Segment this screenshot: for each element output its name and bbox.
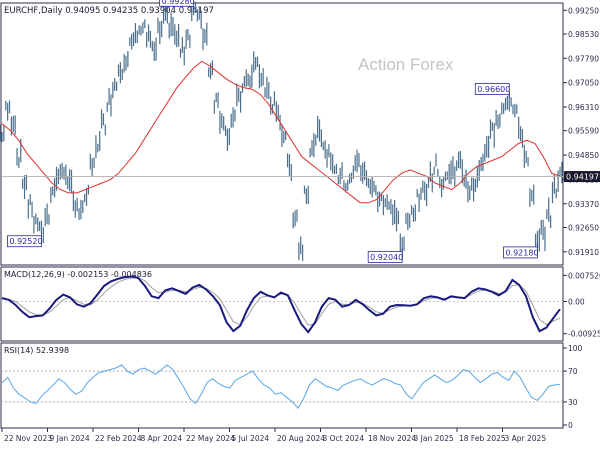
rsi-y-axis: 100 70 30 0 [563,344,583,430]
price-tick-label: 0.93370 [568,200,599,209]
price-tick-label: 0.95590 [568,127,599,136]
macd-tick-label: 0.007526 [568,271,600,280]
last-price-value: 0.94197 [566,173,599,182]
watermark-text: Action Forex [358,55,454,74]
price-annotations: 0.92520 0.99280 0.92040 0.96600 0.92180 [7,0,539,263]
annotation-box [159,0,195,7]
x-tick-label: 3 Oct 2024 [323,434,365,443]
x-tick-label: 22 Feb 2024 [95,434,142,443]
annotation-label: 0.92040 [370,253,403,262]
macd-panel-frame [0,266,564,342]
annotation-label: 0.99280 [162,0,195,6]
x-tick-label: 9 Jan 2024 [50,434,90,443]
rsi-line [1,364,561,409]
macd-tick-label: 0.00 [568,298,585,307]
x-tick-label: 8 Apr 2024 [141,434,183,443]
annotation-box [503,246,538,259]
x-tick-label: 20 Aug 2024 [277,434,325,443]
price-tick-label: 0.96310 [568,103,599,112]
moving-average-line [1,60,561,204]
price-tick-label: 0.98530 [568,30,599,39]
annotation-box [7,235,42,248]
price-tick-label: 0.97790 [568,54,599,63]
x-tick-label: 18 Nov 2024 [368,434,416,443]
price-header-label: EURCHF,Daily 0.94095 0.94235 0.93904 0.9… [4,6,214,16]
price-tick-label: 0.94850 [568,151,599,160]
annotation-box [474,83,510,95]
x-tick-label: 22 May 2024 [186,434,235,443]
price-tick-label: 0.91910 [568,248,599,257]
macd-line [1,275,561,334]
rsi-tick-label: 70 [568,367,578,376]
macd-label: MACD(12,26,9) -0.002153 -0.004836 [4,270,152,279]
annotation-label: 0.92520 [9,237,42,246]
x-tick-label: 3 Jan 2025 [414,434,454,443]
x-tick-label: 5 Jul 2024 [232,434,270,443]
macd-y-axis: 0.007526 0.00 -0.009252 [563,271,600,339]
last-price-tag: 0.94197 [564,171,600,183]
annotation-label: 0.96600 [477,85,510,94]
rsi-tick-label: 0 [568,421,573,430]
rsi-label: RSI(14) 52.9398 [4,346,69,355]
price-panel-frame [0,2,564,266]
price-series [0,0,563,262]
price-tick-label: 0.92650 [568,223,599,232]
rsi-panel-frame [0,342,564,429]
price-tick-label: 0.97050 [568,79,599,88]
annotation-label: 0.92180 [505,248,538,257]
x-tick-label: 22 Nov 2023 [4,434,52,443]
x-tick-label: 3 Apr 2025 [505,434,547,443]
macd-tick-label: -0.009252 [568,330,600,339]
price-tick-label: 0.99250 [568,6,599,15]
rsi-tick-label: 30 [568,398,578,407]
annotation-box [367,251,403,263]
x-tick-label: 18 Feb 2025 [459,434,506,443]
rsi-tick-label: 100 [568,344,583,353]
